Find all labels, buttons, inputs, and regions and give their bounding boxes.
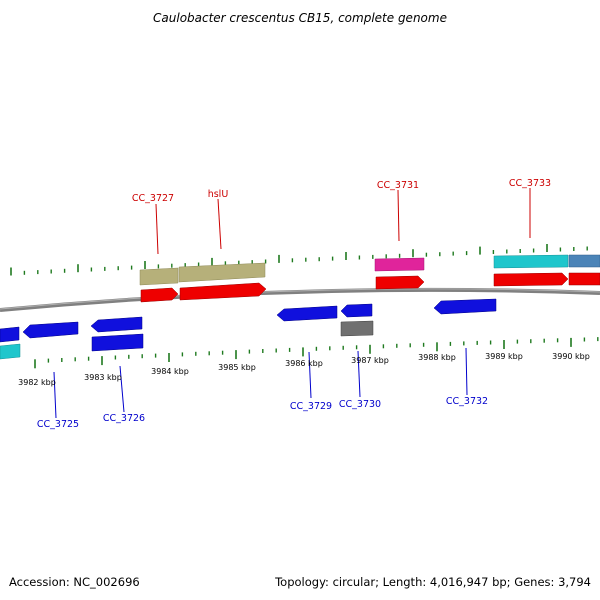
gene-label-cc3727[interactable]: CC_3727 xyxy=(132,193,174,204)
scale-label: 3986 kbp xyxy=(285,359,323,368)
gene-arrow-cc3729[interactable] xyxy=(276,305,338,322)
inner-tick-ring xyxy=(34,337,599,369)
scale-label: 3985 kbp xyxy=(218,363,256,372)
scale-label: 3984 kbp xyxy=(151,367,189,376)
forward-cog-features xyxy=(139,254,600,286)
feature-cc3733-cog[interactable] xyxy=(493,254,569,269)
gene-arrow-hslu[interactable] xyxy=(179,282,267,301)
reverse-cog-features xyxy=(0,320,374,360)
gene-arrow-cc3727[interactable] xyxy=(140,287,179,303)
reverse-genes xyxy=(0,298,497,343)
reverse-leaders xyxy=(53,347,468,419)
gene-arrow-prev[interactable] xyxy=(0,326,20,343)
gene-label-hslu[interactable]: hslU xyxy=(208,189,229,200)
forward-leaders xyxy=(155,188,531,255)
gene-arrow-cc3725[interactable] xyxy=(22,321,79,339)
gene-arrow-cc3726[interactable] xyxy=(90,316,143,333)
feature-cc3726-cog[interactable] xyxy=(91,333,144,352)
genome-summary: Topology: circular; Length: 4,016,947 bp… xyxy=(274,575,591,589)
feature-cc3730-cog[interactable] xyxy=(340,320,374,337)
scale-label: 3988 kbp xyxy=(418,353,456,362)
gene-label-cc3730[interactable]: CC_3730 xyxy=(339,399,381,410)
gene-label-cc3731[interactable]: CC_3731 xyxy=(377,180,419,191)
gene-label-cc3729[interactable]: CC_3729 xyxy=(290,401,332,412)
feature-prev-cog[interactable] xyxy=(0,343,21,360)
genome-backbone-highlight xyxy=(0,288,600,310)
scale-label: 3989 kbp xyxy=(485,352,523,361)
feature-hslu-cog[interactable] xyxy=(178,262,266,283)
scale-label: 3982 kbp xyxy=(18,378,56,387)
scale-label: 3987 kbp xyxy=(351,356,389,365)
accession-text: Accession: NC_002696 xyxy=(9,575,140,589)
gene-label-cc3726[interactable]: CC_3726 xyxy=(103,413,145,424)
gene-arrow-cc3732[interactable] xyxy=(433,298,497,315)
gene-label-cc3733[interactable]: CC_3733 xyxy=(509,178,551,189)
genome-backbone xyxy=(0,287,600,312)
gene-arrow-cc3733[interactable] xyxy=(493,272,569,287)
scale-label: 3983 kbp xyxy=(84,373,122,382)
gene-arrow-cc3731[interactable] xyxy=(375,275,425,290)
scale-label: 3990 kbp xyxy=(552,352,590,361)
gene-label-cc3732[interactable]: CC_3732 xyxy=(446,396,488,407)
gene-arrow-next[interactable] xyxy=(568,272,600,286)
outer-tick-ring xyxy=(10,244,588,276)
feature-cc3731-cog[interactable] xyxy=(374,257,425,272)
feature-cc3727-cog[interactable] xyxy=(139,267,179,286)
scale-labels: 3982 kbp 3983 kbp 3984 kbp 3985 kbp 3986… xyxy=(18,352,590,387)
forward-genes xyxy=(140,272,600,303)
gene-arrow-cc3730[interactable] xyxy=(340,303,373,318)
map-title: Caulobacter crescentus CB15, complete ge… xyxy=(153,11,447,25)
feature-next-cog[interactable] xyxy=(568,254,600,268)
gene-label-cc3725[interactable]: CC_3725 xyxy=(37,419,79,430)
